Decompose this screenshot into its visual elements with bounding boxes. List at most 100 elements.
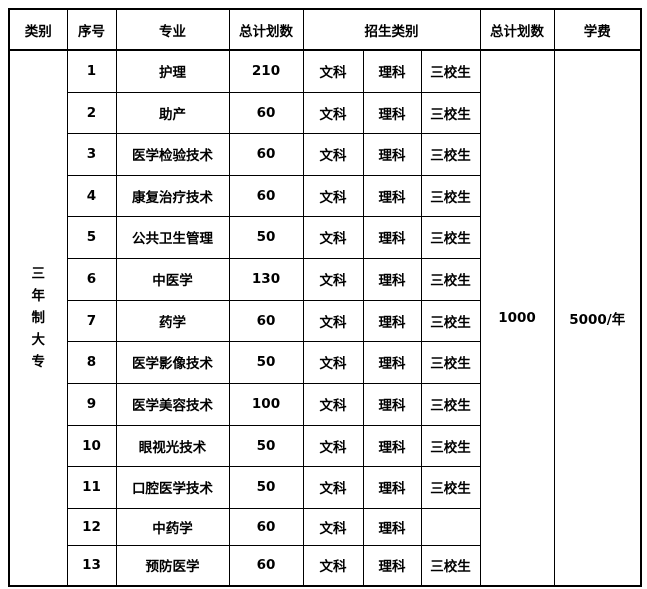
row-major: 医学影像技术: [115, 340, 230, 384]
table-row: 3 医学检验技术 60 文科 理科 三校生: [9, 132, 641, 176]
row-type-science: 理科: [362, 507, 422, 546]
row-no: 6: [66, 257, 117, 301]
row-type-arts: 文科: [302, 132, 364, 176]
header-tuition: 学费: [553, 8, 642, 51]
row-plan: 50: [228, 340, 304, 384]
row-type-arts: 文科: [302, 215, 364, 259]
row-type-science: 理科: [362, 257, 422, 301]
row-no: 9: [66, 382, 117, 426]
row-type-science: 理科: [362, 174, 422, 217]
row-type-science: 理科: [362, 91, 422, 134]
row-major: 中药学: [115, 507, 230, 546]
row-no: 11: [66, 465, 117, 509]
row-no: 12: [66, 507, 117, 546]
row-type-science: 理科: [362, 49, 422, 93]
row-no: 2: [66, 91, 117, 134]
row-type-vocational: 三校生: [420, 174, 481, 217]
row-major: 医学美容技术: [115, 382, 230, 426]
row-major: 公共卫生管理: [115, 215, 230, 259]
enrollment-plan-table: 类别 序号 专业 总计划数 招生类别 总计划数 学费 三年制大专 1 护理 210 文科…: [8, 8, 642, 587]
row-type-arts: 文科: [302, 507, 364, 546]
row-major: 口腔医学技术: [115, 465, 230, 509]
table-row: 12 中药学 60 文科 理科: [9, 507, 641, 546]
header-enroll-type: 招生类别: [302, 8, 481, 51]
row-type-science: 理科: [362, 382, 422, 426]
row-type-vocational: 三校生: [420, 465, 481, 509]
table-row: 10 眼视光技术 50 文科 理科 三校生: [9, 424, 641, 467]
table-row: 13 预防医学 60 文科 理科 三校生: [9, 544, 641, 587]
row-no: 5: [66, 215, 117, 259]
row-type-science: 理科: [362, 299, 422, 342]
row-type-arts: 文科: [302, 465, 364, 509]
row-plan: 60: [228, 544, 304, 587]
row-no: 7: [66, 299, 117, 342]
header-planned-total: 总计划数: [228, 8, 304, 51]
row-type-arts: 文科: [302, 340, 364, 384]
row-plan: 210: [228, 49, 304, 93]
header-no: 序号: [66, 8, 117, 51]
category-char: 专: [31, 354, 46, 370]
row-type-vocational: 三校生: [420, 49, 481, 93]
row-major: 康复治疗技术: [115, 174, 230, 217]
header-grand-total: 总计划数: [479, 8, 555, 51]
row-no: 3: [66, 132, 117, 176]
row-type-science: 理科: [362, 424, 422, 467]
row-type-arts: 文科: [302, 382, 364, 426]
row-plan: 100: [228, 382, 304, 426]
row-major: 医学检验技术: [115, 132, 230, 176]
row-type-vocational: 三校生: [420, 91, 481, 134]
row-type-vocational: 三校生: [420, 382, 481, 426]
row-major: 预防医学: [115, 544, 230, 587]
row-type-vocational: [420, 507, 481, 546]
category-char: 年: [31, 288, 46, 304]
row-plan: 60: [228, 91, 304, 134]
row-major: 眼视光技术: [115, 424, 230, 467]
row-plan: 60: [228, 174, 304, 217]
row-no: 4: [66, 174, 117, 217]
row-type-arts: 文科: [302, 424, 364, 467]
row-major: 助产: [115, 91, 230, 134]
row-no: 10: [66, 424, 117, 467]
header-major: 专业: [115, 8, 230, 51]
row-type-vocational: 三校生: [420, 132, 481, 176]
table-row: 2 助产 60 文科 理科 三校生: [9, 91, 641, 134]
row-plan: 60: [228, 507, 304, 546]
row-no: 1: [66, 49, 117, 93]
row-major: 药学: [115, 299, 230, 342]
row-type-arts: 文科: [302, 174, 364, 217]
row-major: 护理: [115, 49, 230, 93]
row-plan: 50: [228, 424, 304, 467]
row-plan: 50: [228, 215, 304, 259]
table-row: 7 药学 60 文科 理科 三校生: [9, 299, 641, 342]
row-type-vocational: 三校生: [420, 299, 481, 342]
row-type-arts: 文科: [302, 257, 364, 301]
header-category: 类别: [8, 8, 68, 51]
row-type-vocational: 三校生: [420, 544, 481, 587]
row-major: 中医学: [115, 257, 230, 301]
row-type-vocational: 三校生: [420, 424, 481, 467]
grand-total-value: 1000: [479, 49, 555, 587]
row-type-science: 理科: [362, 340, 422, 384]
table-row: 11 口腔医学技术 50 文科 理科 三校生: [9, 465, 641, 509]
table-row: 6 中医学 130 文科 理科 三校生: [9, 257, 641, 301]
row-type-arts: 文科: [302, 299, 364, 342]
row-no: 13: [66, 544, 117, 587]
row-type-science: 理科: [362, 465, 422, 509]
row-type-science: 理科: [362, 215, 422, 259]
row-type-science: 理科: [362, 132, 422, 176]
header-row: 类别 序号 专业 总计划数 招生类别 总计划数 学费: [8, 8, 642, 51]
row-type-arts: 文科: [302, 91, 364, 134]
tuition-value: 5000/年: [553, 49, 642, 587]
row-type-arts: 文科: [302, 544, 364, 587]
row-plan: 60: [228, 132, 304, 176]
table-row: 5 公共卫生管理 50 文科 理科 三校生: [9, 215, 641, 259]
table-row: 4 康复治疗技术 60 文科 理科 三校生: [9, 174, 641, 217]
category-char: 三: [31, 266, 46, 282]
table-row: 9 医学美容技术 100 文科 理科 三校生: [9, 382, 641, 426]
row-type-science: 理科: [362, 544, 422, 587]
row-no: 8: [66, 340, 117, 384]
row-type-vocational: 三校生: [420, 340, 481, 384]
row-plan: 50: [228, 465, 304, 509]
category-char: 大: [31, 332, 46, 348]
table-row: 三年制大专 1 护理 210 文科 理科 三校生 1000 5000/年: [8, 49, 642, 587]
